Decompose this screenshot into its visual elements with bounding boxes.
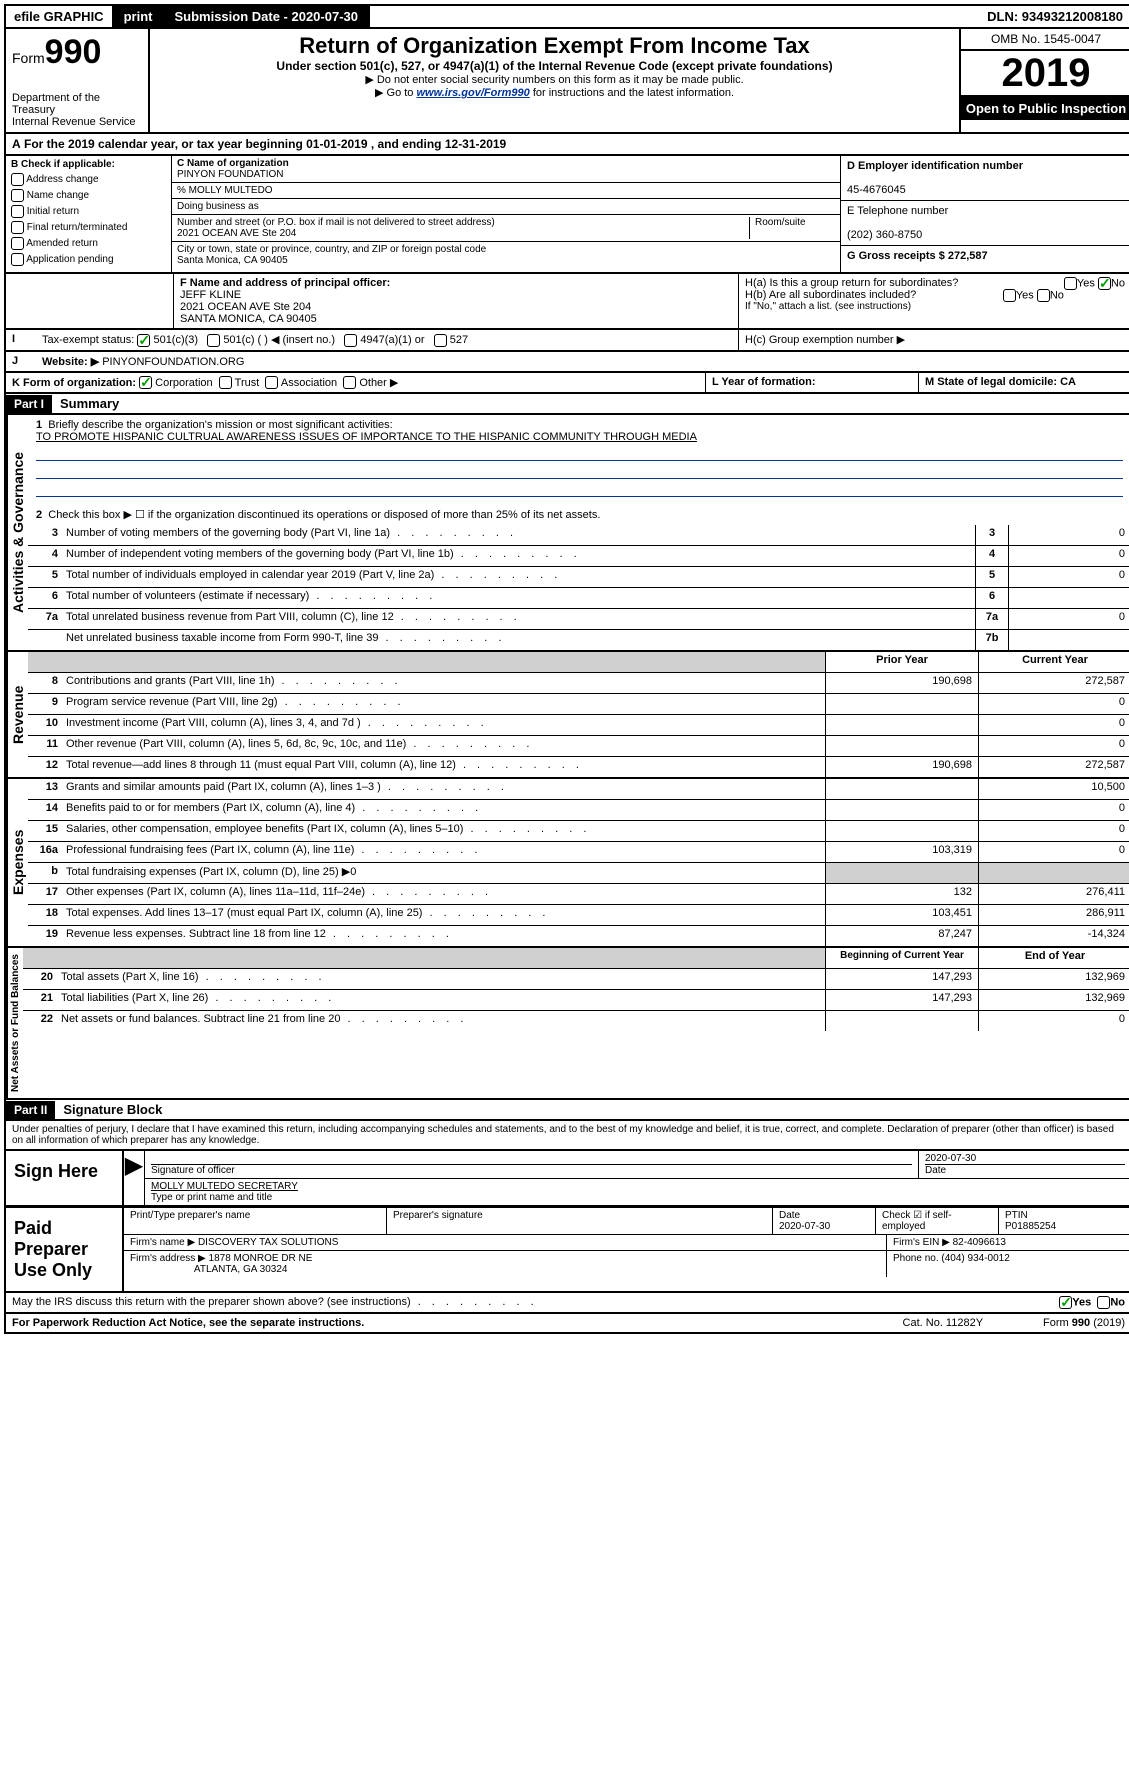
exp-line: 15 Salaries, other compensation, employe…: [28, 821, 1129, 842]
gov-line: 6 Total number of volunteers (estimate i…: [28, 588, 1129, 609]
vert-expenses: Expenses: [6, 779, 28, 946]
form-title: Return of Organization Exempt From Incom…: [156, 33, 953, 59]
exp-line: b Total fundraising expenses (Part IX, c…: [28, 863, 1129, 884]
box-b: B Check if applicable: Address change Na…: [6, 156, 172, 272]
discuss-row: May the IRS discuss this return with the…: [4, 1293, 1129, 1314]
tax-status-row: I Tax-exempt status: 501(c)(3) 501(c) ( …: [4, 330, 1129, 352]
tax-year: 2019: [961, 51, 1129, 97]
section-expenses: Expenses 13 Grants and similar amounts p…: [4, 779, 1129, 948]
vert-net: Net Assets or Fund Balances: [6, 948, 23, 1098]
form-subtitle: Under section 501(c), 527, or 4947(a)(1)…: [156, 59, 953, 73]
penalty-text: Under penalties of perjury, I declare th…: [4, 1121, 1129, 1151]
note-ssn: ▶ Do not enter social security numbers o…: [156, 73, 953, 86]
officer-row: F Name and address of principal officer:…: [4, 274, 1129, 330]
paid-preparer-label: Paid Preparer Use Only: [6, 1208, 124, 1291]
section-revenue: Revenue Prior Year Current Year 8 Contri…: [4, 652, 1129, 779]
efile-label: efile GRAPHIC: [6, 6, 114, 27]
entity-info: B Check if applicable: Address change Na…: [4, 156, 1129, 274]
section-governance: Activities & Governance 1 Briefly descri…: [4, 415, 1129, 652]
vert-governance: Activities & Governance: [6, 415, 28, 650]
gov-line: 4 Number of independent voting members o…: [28, 546, 1129, 567]
exp-line: 16a Professional fundraising fees (Part …: [28, 842, 1129, 863]
section-net-assets: Net Assets or Fund Balances Beginning of…: [4, 948, 1129, 1100]
rev-line: 8 Contributions and grants (Part VIII, l…: [28, 673, 1129, 694]
note-link: ▶ Go to www.irs.gov/Form990 for instruct…: [156, 86, 953, 99]
rev-line: 9 Program service revenue (Part VIII, li…: [28, 694, 1129, 715]
gov-line: 7a Total unrelated business revenue from…: [28, 609, 1129, 630]
period-row: A For the 2019 calendar year, or tax yea…: [4, 134, 1129, 156]
gov-line: 3 Number of voting members of the govern…: [28, 525, 1129, 546]
rev-line: 11 Other revenue (Part VIII, column (A),…: [28, 736, 1129, 757]
exp-line: 17 Other expenses (Part IX, column (A), …: [28, 884, 1129, 905]
part1-header: Part I Summary: [4, 394, 1129, 415]
exp-line: 13 Grants and similar amounts paid (Part…: [28, 779, 1129, 800]
gov-line: Net unrelated business taxable income fr…: [28, 630, 1129, 650]
irs-label: Internal Revenue Service: [12, 116, 142, 128]
exp-line: 19 Revenue less expenses. Subtract line …: [28, 926, 1129, 946]
exp-line: 18 Total expenses. Add lines 13–17 (must…: [28, 905, 1129, 926]
vert-revenue: Revenue: [6, 652, 28, 777]
spacer: [370, 14, 979, 20]
form-header: Form990 Department of the Treasury Inter…: [4, 29, 1129, 134]
top-bar: efile GRAPHIC print Submission Date - 20…: [4, 4, 1129, 29]
preparer-block: Paid Preparer Use Only Print/Type prepar…: [4, 1208, 1129, 1293]
org-form-row: K Form of organization: Corporation Trus…: [4, 373, 1129, 395]
print-button[interactable]: print: [114, 6, 165, 27]
sign-here-label: Sign Here: [6, 1151, 124, 1205]
irs-link[interactable]: www.irs.gov/Form990: [416, 87, 529, 99]
gov-line: 5 Total number of individuals employed i…: [28, 567, 1129, 588]
net-line: 22 Net assets or fund balances. Subtract…: [23, 1011, 1129, 1031]
net-line: 20 Total assets (Part X, line 16) 147,29…: [23, 969, 1129, 990]
website-row: J Website: ▶ PINYONFOUNDATION.ORG: [4, 352, 1129, 373]
submission-date: Submission Date - 2020-07-30: [164, 6, 370, 27]
footer: For Paperwork Reduction Act Notice, see …: [4, 1314, 1129, 1334]
rev-line: 12 Total revenue—add lines 8 through 11 …: [28, 757, 1129, 777]
part2-header: Part II Signature Block: [4, 1100, 1129, 1121]
dln: DLN: 93493212008180: [979, 6, 1129, 27]
net-line: 21 Total liabilities (Part X, line 26) 1…: [23, 990, 1129, 1011]
form-number: Form990: [12, 33, 142, 72]
open-public: Open to Public Inspection: [961, 97, 1129, 120]
dept-treasury: Department of the Treasury: [12, 92, 142, 116]
rev-line: 10 Investment income (Part VIII, column …: [28, 715, 1129, 736]
omb-number: OMB No. 1545-0047: [961, 29, 1129, 51]
exp-line: 14 Benefits paid to or for members (Part…: [28, 800, 1129, 821]
sign-block: Sign Here ▶ Signature of officer 2020-07…: [4, 1151, 1129, 1208]
